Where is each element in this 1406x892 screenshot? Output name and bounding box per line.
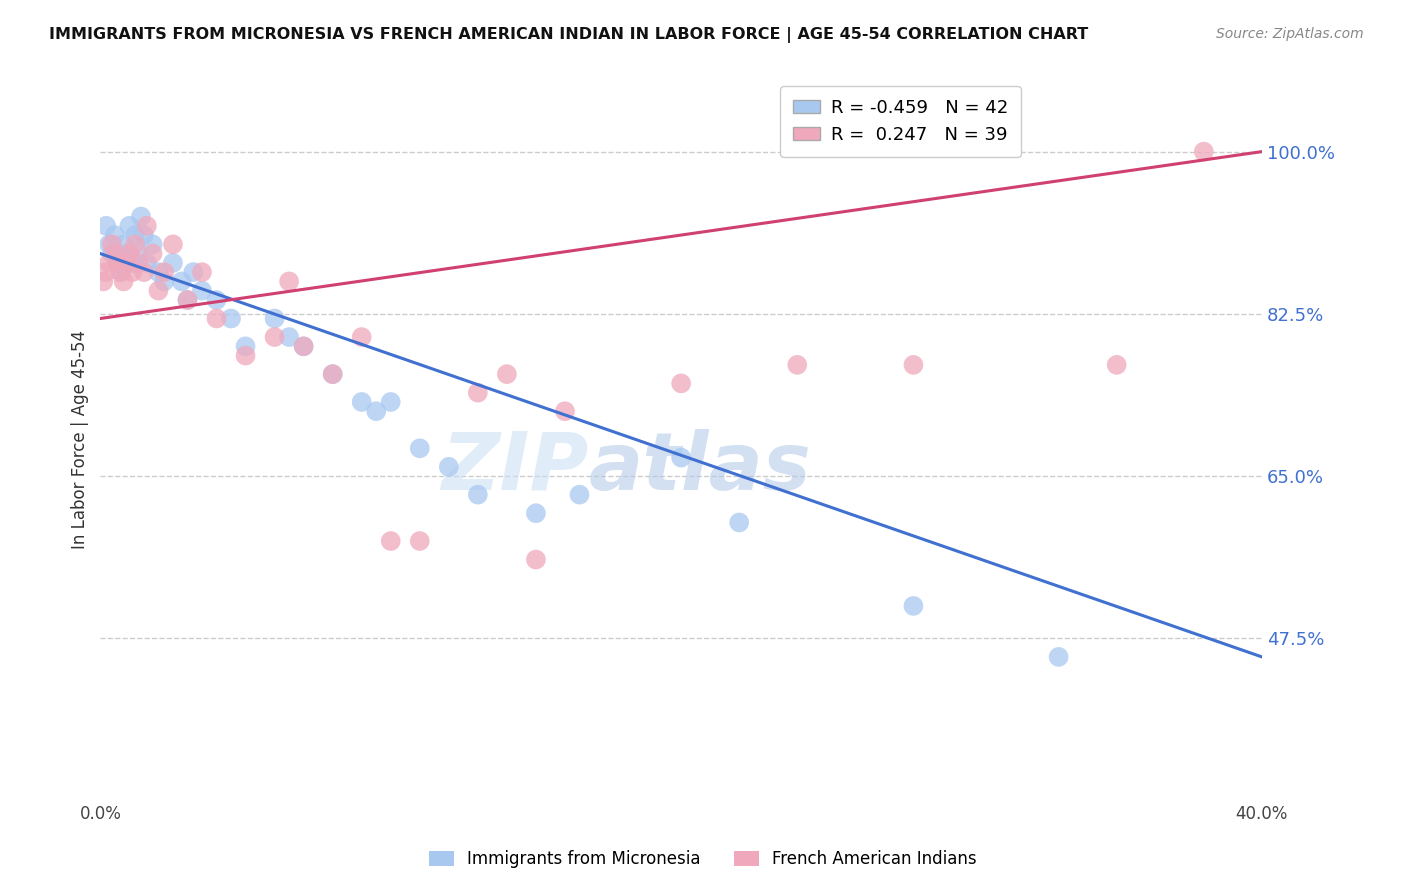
Point: [176, 293, 198, 307]
Point: [669, 450, 692, 465]
Legend: R = -0.459   N = 42, R =  0.247   N = 39: R = -0.459 N = 42, R = 0.247 N = 39: [780, 87, 1021, 157]
Text: IMMIGRANTS FROM MICRONESIA VS FRENCH AMERICAN INDIAN IN LABOR FORCE | AGE 45-54 : IMMIGRANTS FROM MICRONESIA VS FRENCH AME…: [49, 27, 1088, 43]
Point: [153, 274, 176, 288]
Point: [104, 228, 127, 243]
Point: [524, 552, 547, 566]
Legend: Immigrants from Micronesia, French American Indians: Immigrants from Micronesia, French Ameri…: [422, 844, 984, 875]
Point: [409, 534, 432, 549]
Point: [162, 256, 184, 270]
Point: [1047, 649, 1070, 664]
Point: [554, 404, 576, 418]
Point: [127, 256, 149, 270]
Point: [132, 228, 155, 243]
Point: [135, 256, 157, 270]
Point: [409, 442, 432, 456]
Point: [104, 246, 127, 260]
Point: [98, 237, 121, 252]
Point: [263, 330, 285, 344]
Point: [467, 488, 489, 502]
Point: [148, 265, 170, 279]
Point: [118, 219, 141, 233]
Text: atlas: atlas: [588, 429, 811, 507]
Point: [115, 256, 138, 270]
Point: [142, 237, 165, 252]
Point: [1105, 358, 1128, 372]
Point: [121, 265, 143, 279]
Point: [235, 349, 257, 363]
Point: [292, 339, 315, 353]
Point: [129, 210, 152, 224]
Point: [115, 246, 138, 260]
Point: [112, 237, 135, 252]
Point: [437, 459, 460, 474]
Point: [235, 339, 257, 353]
Point: [127, 246, 149, 260]
Point: [219, 311, 242, 326]
Point: [142, 246, 165, 260]
Point: [278, 274, 301, 288]
Point: [107, 256, 129, 270]
Point: [107, 256, 129, 270]
Point: [1192, 145, 1215, 159]
Point: [101, 237, 124, 252]
Point: [132, 265, 155, 279]
Point: [380, 534, 402, 549]
Point: [153, 265, 176, 279]
Point: [350, 330, 373, 344]
Point: [121, 256, 143, 270]
Point: [263, 311, 285, 326]
Point: [366, 404, 388, 418]
Point: [118, 246, 141, 260]
Text: ZIP: ZIP: [441, 429, 588, 507]
Point: [278, 330, 301, 344]
Point: [176, 293, 198, 307]
Point: [135, 219, 157, 233]
Point: [728, 516, 751, 530]
Point: [191, 265, 214, 279]
Point: [496, 367, 519, 381]
Point: [98, 256, 121, 270]
Point: [903, 599, 925, 613]
Point: [205, 311, 228, 326]
Point: [101, 246, 124, 260]
Point: [205, 293, 228, 307]
Point: [112, 274, 135, 288]
Point: [110, 265, 132, 279]
Point: [292, 339, 315, 353]
Point: [467, 385, 489, 400]
Point: [96, 265, 118, 279]
Point: [162, 237, 184, 252]
Point: [786, 358, 808, 372]
Text: Source: ZipAtlas.com: Source: ZipAtlas.com: [1216, 27, 1364, 41]
Point: [322, 367, 344, 381]
Y-axis label: In Labor Force | Age 45-54: In Labor Force | Age 45-54: [72, 329, 89, 549]
Point: [181, 265, 204, 279]
Point: [669, 376, 692, 391]
Point: [524, 506, 547, 520]
Point: [322, 367, 344, 381]
Point: [110, 265, 132, 279]
Point: [124, 237, 146, 252]
Point: [350, 395, 373, 409]
Point: [380, 395, 402, 409]
Point: [568, 488, 591, 502]
Point: [903, 358, 925, 372]
Point: [148, 284, 170, 298]
Point: [191, 284, 214, 298]
Point: [124, 228, 146, 243]
Point: [96, 219, 118, 233]
Point: [91, 274, 114, 288]
Point: [170, 274, 193, 288]
